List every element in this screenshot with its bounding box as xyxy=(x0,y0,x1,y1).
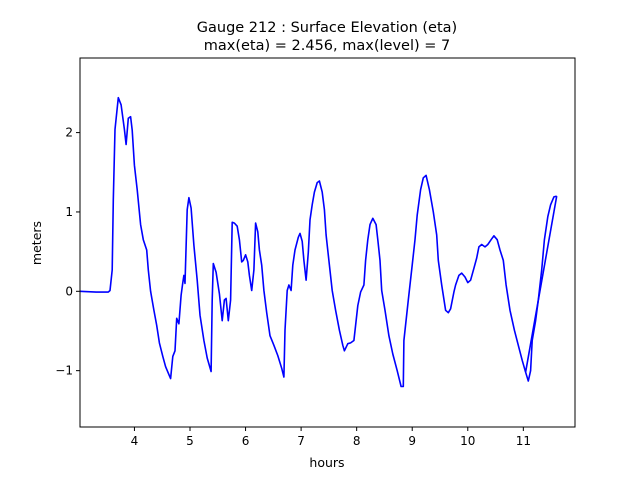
x-tick-label: 10 xyxy=(460,434,475,448)
axes-frame xyxy=(79,57,576,428)
y-tick-label: −1 xyxy=(55,364,73,378)
chart-subtitle: max(eta) = 2.456, max(level) = 7 xyxy=(204,38,450,54)
y-axis-label: meters xyxy=(29,221,44,265)
x-axis-ticks: 4 5 6 7 8 9 10 11 xyxy=(131,427,531,448)
y-tick-label: 2 xyxy=(65,126,73,140)
series-line-eta xyxy=(79,96,557,388)
x-axis-label: hours xyxy=(309,455,344,470)
y-axis-ticks: −1 0 1 2 xyxy=(55,126,80,378)
series-layer xyxy=(79,96,558,388)
x-tick-label: 6 xyxy=(242,434,250,448)
y-tick-label: 0 xyxy=(65,284,73,298)
x-tick-label: 11 xyxy=(516,434,531,448)
x-tick-label: 7 xyxy=(297,434,305,448)
x-tick-label: 5 xyxy=(186,434,194,448)
chart-title: Gauge 212 : Surface Elevation (eta) xyxy=(197,20,457,36)
x-tick-label: 9 xyxy=(408,434,416,448)
x-tick-label: 8 xyxy=(353,434,361,448)
y-tick-label: 1 xyxy=(65,205,73,219)
x-tick-label: 4 xyxy=(131,434,139,448)
series-line-eta-return-segment xyxy=(524,195,558,373)
